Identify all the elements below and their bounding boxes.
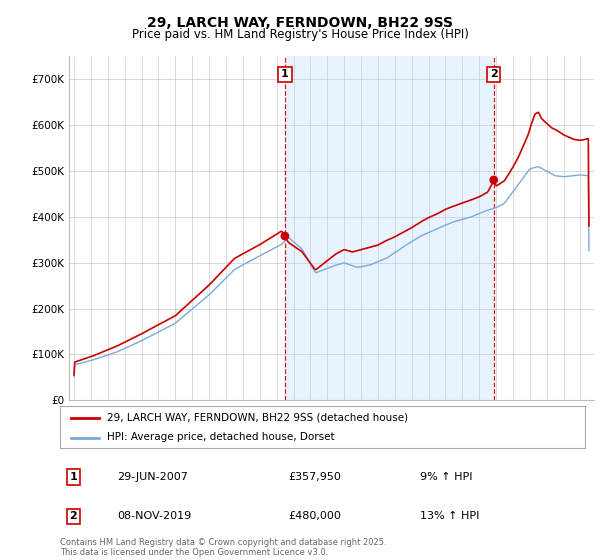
Text: Contains HM Land Registry data © Crown copyright and database right 2025.
This d: Contains HM Land Registry data © Crown c… (60, 538, 386, 557)
Text: 29, LARCH WAY, FERNDOWN, BH22 9SS (detached house): 29, LARCH WAY, FERNDOWN, BH22 9SS (detac… (107, 413, 409, 423)
Text: 08-NOV-2019: 08-NOV-2019 (117, 511, 191, 521)
Point (489, 175, 499, 184)
Text: 1: 1 (281, 69, 289, 80)
Text: HPI: Average price, detached house, Dorset: HPI: Average price, detached house, Dors… (107, 432, 335, 442)
Point (280, 231, 290, 240)
Text: £357,950: £357,950 (288, 472, 341, 482)
Text: 13% ↑ HPI: 13% ↑ HPI (420, 511, 479, 521)
Bar (285, 56, 494, 400)
Text: Price paid vs. HM Land Registry's House Price Index (HPI): Price paid vs. HM Land Registry's House … (131, 28, 469, 41)
Text: 29-JUN-2007: 29-JUN-2007 (117, 472, 188, 482)
Text: 9% ↑ HPI: 9% ↑ HPI (420, 472, 473, 482)
Text: 1: 1 (70, 472, 77, 482)
Text: £480,000: £480,000 (288, 511, 341, 521)
Text: 2: 2 (70, 511, 77, 521)
Text: 29, LARCH WAY, FERNDOWN, BH22 9SS: 29, LARCH WAY, FERNDOWN, BH22 9SS (147, 16, 453, 30)
Text: 2: 2 (490, 69, 497, 80)
